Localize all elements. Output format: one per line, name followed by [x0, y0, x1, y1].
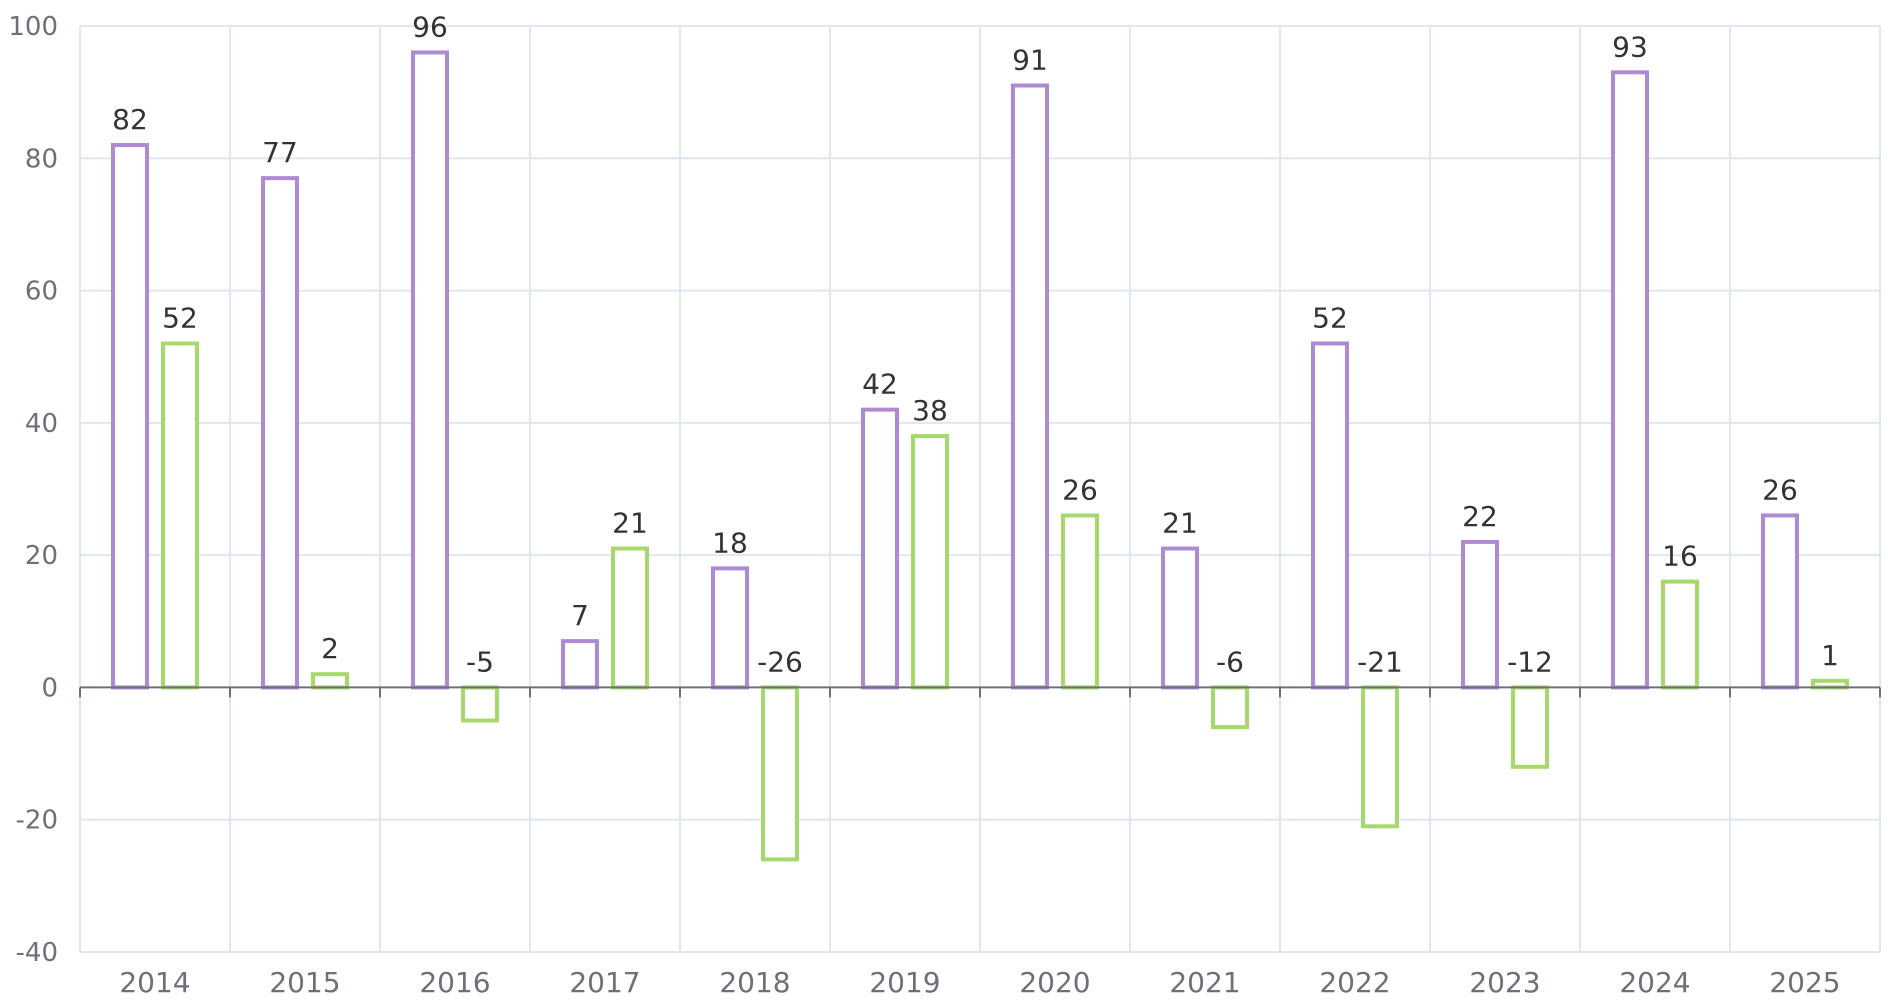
- data-label: 21: [1162, 507, 1198, 540]
- y-tick-label: 80: [25, 144, 58, 174]
- data-label: 16: [1662, 540, 1698, 573]
- bar: [1361, 685, 1399, 829]
- data-label: 96: [412, 10, 448, 43]
- bars: [111, 50, 1849, 862]
- bar: [1661, 579, 1699, 690]
- x-tick-label: 2021: [1169, 966, 1240, 999]
- data-label: -6: [1216, 645, 1244, 678]
- data-label: 91: [1012, 44, 1048, 77]
- x-tick-label: 2014: [119, 966, 190, 999]
- x-tick-label: 2016: [419, 966, 490, 999]
- data-label: 22: [1462, 500, 1498, 533]
- data-label: 38: [912, 394, 948, 427]
- data-label: 1: [1821, 639, 1839, 672]
- y-tick-label: -40: [16, 938, 58, 968]
- bar: [1461, 539, 1499, 690]
- data-label: 21: [612, 507, 648, 540]
- bar: [161, 341, 199, 690]
- data-label: 93: [1612, 30, 1648, 63]
- x-tick-label: 2017: [569, 966, 640, 999]
- bar: [611, 546, 649, 690]
- data-label: -12: [1507, 645, 1553, 678]
- y-tick-label: 100: [8, 12, 58, 42]
- bar: [561, 639, 599, 690]
- bar: [461, 685, 499, 723]
- x-tick-label: 2020: [1019, 966, 1090, 999]
- bar: [1211, 685, 1249, 730]
- y-tick-label: -20: [16, 806, 58, 836]
- x-tick-label: 2022: [1319, 966, 1390, 999]
- x-tick-label: 2015: [269, 966, 340, 999]
- bar: [861, 407, 899, 690]
- bar: [1611, 70, 1649, 690]
- bar: [911, 434, 949, 690]
- y-tick-label: 0: [41, 673, 58, 703]
- bar: [411, 50, 449, 690]
- grid: [79, 25, 1881, 953]
- data-label: -5: [466, 645, 494, 678]
- y-tick-label: 40: [25, 409, 58, 439]
- bar: [1311, 341, 1349, 690]
- y-tick-label: 60: [25, 277, 58, 307]
- bar: [1761, 513, 1799, 690]
- data-label: 52: [162, 301, 198, 334]
- data-label: -26: [757, 645, 803, 678]
- bar: [1511, 685, 1549, 769]
- data-label: 52: [1312, 301, 1348, 334]
- x-tick-label: 2024: [1619, 966, 1690, 999]
- data-labels: 82 77 96 7 18 42 91 21 52 22 93 26 52 2 -5 21 -26 38 26 -6 -…: [112, 10, 1839, 678]
- x-tick-label: 2018: [719, 966, 790, 999]
- data-label: -21: [1357, 645, 1403, 678]
- data-label: 42: [862, 368, 898, 401]
- x-tick-label: 2023: [1469, 966, 1540, 999]
- data-label: 82: [112, 103, 148, 136]
- bar: [1061, 513, 1099, 690]
- axes: -40 -20 0 20 40 60 80 100 2014 2015 2016 2017 2018 20…: [8, 12, 1881, 999]
- x-tick-label: 2019: [869, 966, 940, 999]
- x-tick-label: 2025: [1769, 966, 1840, 999]
- bar: [761, 685, 799, 862]
- data-label: 77: [262, 136, 298, 169]
- data-label: 26: [1062, 473, 1098, 506]
- data-label: 18: [712, 526, 748, 559]
- bar: [111, 143, 149, 690]
- data-label: 2: [321, 632, 339, 665]
- y-tick-label: 20: [25, 541, 58, 571]
- data-label: 26: [1762, 473, 1798, 506]
- bar: [711, 566, 749, 690]
- bar: [1011, 83, 1049, 690]
- bar: [261, 176, 299, 690]
- bar: [1161, 546, 1199, 690]
- bar: [311, 672, 349, 690]
- data-label: 7: [571, 599, 589, 632]
